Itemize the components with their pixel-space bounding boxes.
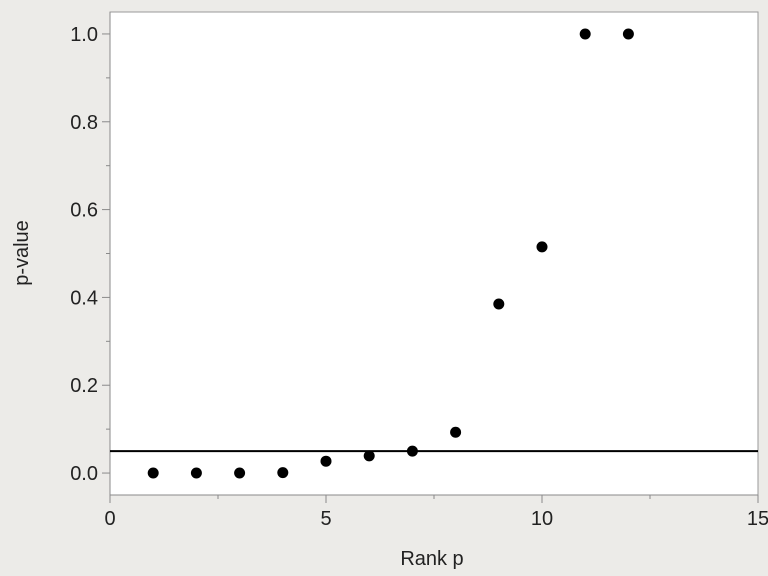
- data-point: [277, 467, 289, 479]
- y-tick-label: 0.8: [70, 112, 98, 134]
- y-tick-label: 0.0: [70, 463, 98, 485]
- y-tick-label: 0.2: [70, 375, 98, 397]
- x-tick-label: 15: [747, 508, 768, 530]
- data-point: [147, 467, 159, 479]
- data-point: [190, 467, 202, 479]
- data-point: [536, 241, 548, 253]
- axis-ticks: 0.0 0.2 0.4 0.6 0.8 1.0 0 5 10 15: [70, 24, 768, 530]
- data-point: [622, 28, 634, 40]
- data-point: [363, 450, 375, 462]
- x-tick-label: 0: [104, 508, 115, 530]
- plot-area: [109, 11, 759, 496]
- data-point: [234, 467, 246, 479]
- data-point: [320, 455, 332, 467]
- data-points: [147, 28, 634, 479]
- data-point: [406, 445, 418, 457]
- y-tick-label: 1.0: [70, 24, 98, 46]
- y-tick-label: 0.6: [70, 200, 98, 222]
- data-point: [493, 298, 505, 310]
- x-tick-label: 10: [531, 508, 553, 530]
- x-axis-title: Rank p: [400, 548, 463, 570]
- x-tick-label: 5: [320, 508, 331, 530]
- data-point: [579, 28, 591, 40]
- y-tick-label: 0.4: [70, 287, 98, 309]
- data-point: [450, 426, 462, 438]
- y-axis-title: p-value: [11, 220, 33, 286]
